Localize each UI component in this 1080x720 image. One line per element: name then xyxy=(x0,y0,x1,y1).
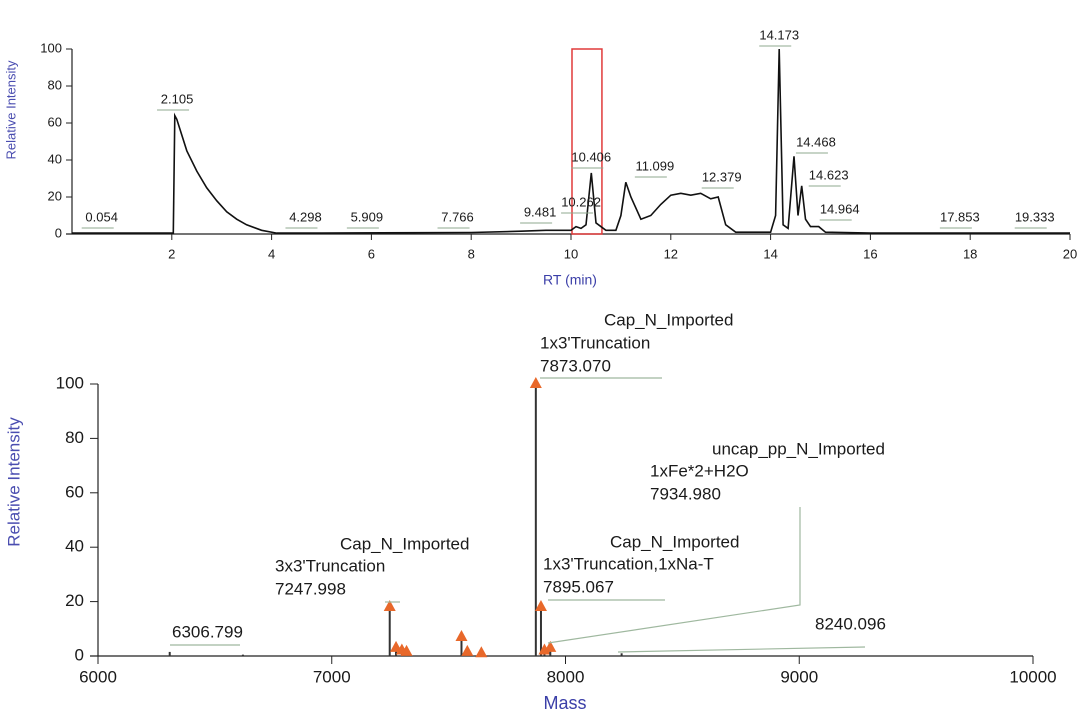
y-tick-label: 0 xyxy=(75,645,84,664)
annotation-leader xyxy=(547,507,801,644)
peak-label: 14.173 xyxy=(759,27,799,42)
peak-marker xyxy=(529,377,542,388)
annotation-mass: 8240.096 xyxy=(815,614,886,633)
y-tick-label: 80 xyxy=(48,77,62,92)
annotation-mass: 7247.998 xyxy=(275,579,346,598)
peak-label: 0.054 xyxy=(85,209,118,224)
y-tick-label: 60 xyxy=(48,114,62,129)
peak-marker xyxy=(475,646,488,658)
annotation-text: 1xFe*2+H2O xyxy=(650,461,749,480)
annotation-text: Cap_N_Imported xyxy=(610,532,739,551)
annotation-mass: 7895.067 xyxy=(543,577,614,596)
annotation-mass: 7934.980 xyxy=(650,484,721,503)
x-tick-label: 10 xyxy=(564,246,578,261)
annotation-text: 1x3'Truncation xyxy=(540,333,650,352)
y-tick-label: 20 xyxy=(65,591,84,610)
peak-label: 19.333 xyxy=(1015,209,1055,224)
x-tick-label: 7000 xyxy=(313,667,351,686)
y-tick-label: 40 xyxy=(48,151,62,166)
x-tick-label: 14 xyxy=(763,246,777,261)
peak-marker xyxy=(461,644,474,656)
y-axis-title: Relative Intensity xyxy=(4,417,23,547)
highlight-box xyxy=(571,48,603,235)
annotation-text: 1x3'Truncation,1xNa-T xyxy=(543,554,714,573)
peak-marker xyxy=(383,600,396,612)
annotation-leader xyxy=(617,646,866,653)
y-tick-label: 60 xyxy=(65,482,84,501)
peak-label: 7.766 xyxy=(441,209,474,224)
x-tick-label: 2 xyxy=(168,246,175,261)
peak-label: 14.468 xyxy=(796,134,836,149)
annotation-text: Cap_N_Imported xyxy=(604,310,733,329)
peak-marker xyxy=(455,629,468,641)
annotation-mass: 7873.070 xyxy=(540,356,611,375)
chromatogram-trace xyxy=(72,48,1070,234)
x-axis-title: RT (min) xyxy=(543,272,597,288)
x-tick-label: 18 xyxy=(963,246,977,261)
peak-label: 11.099 xyxy=(635,158,674,173)
y-tick-label: 100 xyxy=(56,373,84,392)
annotation-text: uncap_pp_N_Imported xyxy=(712,439,885,458)
peak-label: 9.481 xyxy=(524,204,557,219)
y-tick-label: 80 xyxy=(65,428,84,447)
x-tick-label: 8000 xyxy=(547,667,585,686)
x-tick-label: 10000 xyxy=(1009,667,1056,686)
x-axis-title: Mass xyxy=(543,693,586,713)
peak-label: 10.406 xyxy=(571,149,611,164)
peak-label: 12.379 xyxy=(702,169,742,184)
x-tick-label: 4 xyxy=(268,246,275,261)
y-axis-title: Relative Intensity xyxy=(3,60,18,159)
y-tick-label: 40 xyxy=(65,537,84,556)
annotation-text: Cap_N_Imported xyxy=(340,534,469,553)
x-tick-label: 9000 xyxy=(780,667,818,686)
peak-label: 17.853 xyxy=(940,209,980,224)
y-tick-label: 0 xyxy=(55,225,62,240)
annotation-mass: 6306.799 xyxy=(172,622,243,641)
peak-label: 14.623 xyxy=(809,167,849,182)
x-tick-label: 12 xyxy=(664,246,678,261)
x-tick-label: 6 xyxy=(368,246,375,261)
peak-label: 14.964 xyxy=(820,201,860,216)
y-tick-label: 20 xyxy=(48,188,62,203)
peak-label: 10.262 xyxy=(561,194,601,209)
x-tick-label: 8 xyxy=(468,246,475,261)
peak-marker xyxy=(400,644,413,656)
x-tick-label: 6000 xyxy=(79,667,117,686)
peak-marker xyxy=(544,640,557,652)
x-tick-label: 16 xyxy=(863,246,877,261)
peak-label: 4.298 xyxy=(289,209,322,224)
x-tick-label: 20 xyxy=(1063,246,1077,261)
peak-label: 5.909 xyxy=(351,209,384,224)
peak-label: 2.105 xyxy=(161,91,194,106)
annotation-text: 3x3'Truncation xyxy=(275,556,385,575)
y-tick-label: 100 xyxy=(40,40,62,55)
peak-marker xyxy=(534,600,547,612)
